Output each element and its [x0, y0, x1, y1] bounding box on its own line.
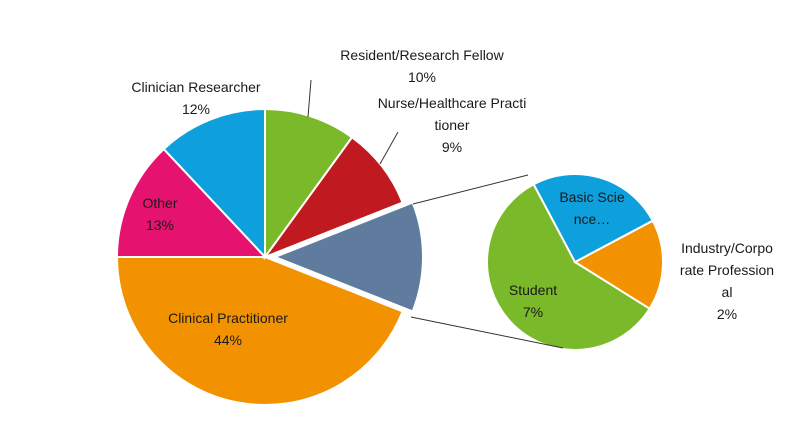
data-label: Resident/Research Fellow 10% — [340, 44, 503, 88]
pie-slice — [486, 182, 652, 351]
category-label: Basic Science… — [559, 189, 625, 227]
pie-slice — [162, 107, 266, 260]
value-label: 7% — [522, 304, 544, 320]
leader-line — [379, 131, 399, 165]
category-label: Student — [508, 282, 558, 298]
data-label: Nurse/Healthcare Practitioner 9% — [377, 92, 527, 158]
category-label: Nurse/Healthcare Practitioner — [377, 95, 527, 133]
connector-line — [412, 174, 529, 205]
pie-slice — [115, 147, 268, 258]
data-label: Clinical Practitioner 44% — [168, 307, 288, 351]
data-label: Student 7% — [509, 279, 557, 323]
connector-line — [410, 316, 564, 349]
data-label: Basic Science… — [556, 186, 628, 230]
value-label: 10% — [407, 69, 437, 85]
value-label: 44% — [213, 332, 243, 348]
category-label: Clinician Researcher — [131, 79, 261, 95]
value-label: 13% — [145, 217, 175, 233]
value-label: 12% — [181, 101, 211, 117]
category-label: Other — [142, 195, 178, 211]
leader-line — [307, 79, 312, 118]
pie-slice — [115, 256, 404, 406]
pie-slice — [272, 201, 424, 313]
data-label: Clinician Researcher 12% — [131, 76, 260, 120]
category-label: Industry/Corporate Professional — [679, 240, 775, 300]
category-label: Clinical Practitioner — [168, 310, 288, 326]
data-label: Industry/Corporate Professional 2% — [679, 237, 775, 325]
pie-slice — [262, 135, 404, 260]
pie-slice — [264, 107, 354, 261]
pie-slice — [573, 219, 664, 311]
data-label: Other 13% — [142, 192, 177, 236]
pie-slice — [532, 173, 655, 264]
category-label: Resident/Research Fellow — [340, 47, 504, 63]
value-label: 2% — [716, 306, 738, 322]
value-label: 9% — [441, 139, 463, 155]
